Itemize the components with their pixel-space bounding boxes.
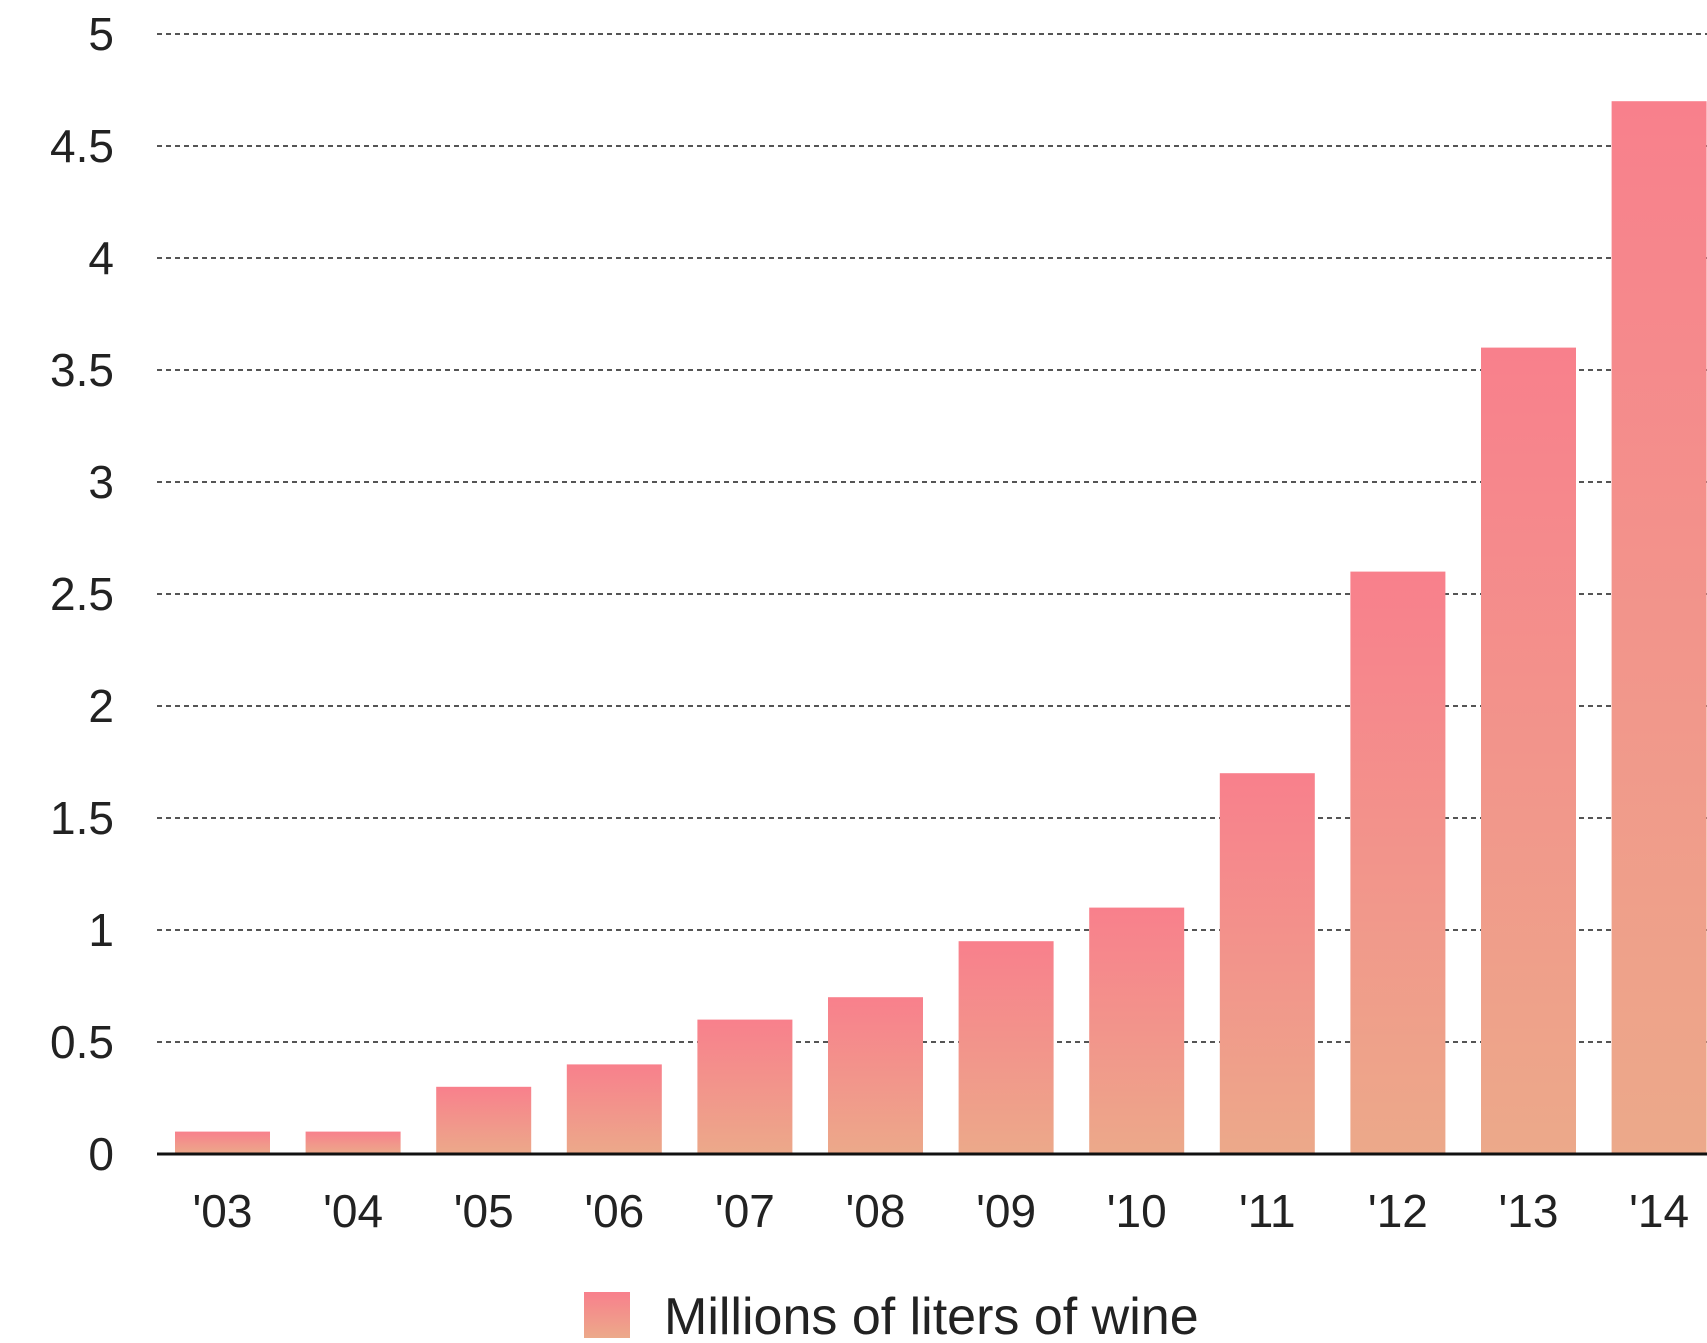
bar [566, 1064, 662, 1154]
legend: Millions of liters of wine [584, 1288, 1199, 1343]
bar [175, 1131, 270, 1154]
x-tick-label: '14 [1629, 1185, 1689, 1237]
bar [305, 1131, 401, 1154]
x-tick-label: '07 [715, 1185, 775, 1237]
y-tick-label: 4.5 [50, 120, 114, 172]
y-tick-label: 2 [88, 680, 114, 732]
x-tick-label: '04 [323, 1185, 383, 1237]
y-tick-label: 1 [88, 904, 114, 956]
y-tick-label: 0.5 [50, 1016, 114, 1068]
bar [1481, 347, 1576, 1155]
legend-swatch [584, 1292, 630, 1338]
bar [1611, 101, 1707, 1155]
legend-label: Millions of liters of wine [664, 1288, 1199, 1343]
y-tick-label: 4 [88, 232, 114, 284]
x-tick-label: '05 [454, 1185, 514, 1237]
bar [958, 941, 1054, 1154]
y-tick-label: 3.5 [50, 344, 114, 396]
y-axis-tick-labels: 0 0.5 1 1.5 2 2.5 3 3.5 4 4.5 5 [50, 8, 114, 1180]
bar [697, 1019, 793, 1154]
x-tick-label: '11 [1239, 1185, 1296, 1237]
y-tick-label: 2.5 [50, 568, 114, 620]
y-tick-label: 3 [88, 456, 114, 508]
bar [1089, 907, 1185, 1154]
x-tick-label: '12 [1368, 1185, 1428, 1237]
bar [436, 1086, 532, 1154]
bar [828, 997, 923, 1154]
x-tick-label: '09 [976, 1185, 1036, 1237]
gridlines [157, 33, 1707, 1043]
y-tick-label: 0 [88, 1128, 114, 1180]
x-tick-label: '06 [584, 1185, 644, 1237]
x-tick-label: '10 [1107, 1185, 1167, 1237]
bars [175, 101, 1707, 1155]
x-axis-tick-labels: '03 '04 '05 '06 '07 '08 '09 '10 '11 '12 '13 '14 [193, 1185, 1690, 1237]
x-tick-label: '08 [846, 1185, 906, 1237]
y-tick-label: 5 [88, 8, 114, 60]
bar [1350, 571, 1446, 1154]
bar [1219, 773, 1315, 1154]
x-tick-label: '03 [193, 1185, 253, 1237]
x-tick-label: '13 [1499, 1185, 1559, 1237]
y-tick-label: 1.5 [50, 792, 114, 844]
